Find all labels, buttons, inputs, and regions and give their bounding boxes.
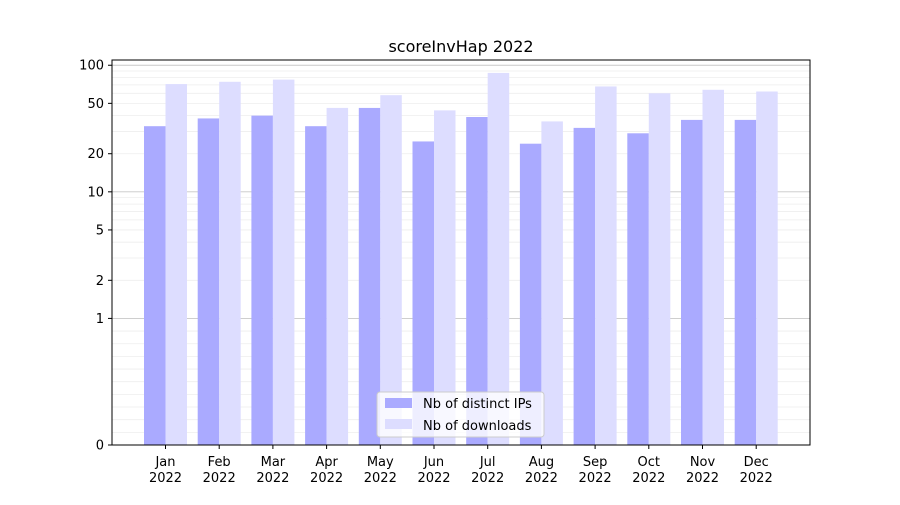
bar-downloads — [272, 79, 295, 446]
bar-downloads — [595, 86, 617, 445]
x-tick-label: 2022 — [525, 471, 558, 486]
bar-downloads — [326, 107, 349, 446]
legend-swatch-distinct-ips — [385, 398, 412, 408]
x-tick-label: Mar — [261, 455, 286, 470]
x-tick-label: 2022 — [149, 471, 182, 486]
x-tick-label: 2022 — [632, 471, 665, 486]
legend-label-downloads: Nb of downloads — [423, 419, 532, 434]
bar-distinct-ips — [412, 141, 434, 445]
bar-distinct-ips — [144, 126, 166, 446]
y-tick-label: 5 — [96, 223, 104, 238]
x-tick-label: 2022 — [686, 471, 719, 486]
bar-downloads — [380, 95, 402, 445]
x-tick-label: Nov — [690, 455, 716, 470]
y-tick-label: 2 — [96, 274, 104, 289]
x-axis-ticks: Jan2022Feb2022Mar2022Apr2022May2022Jun20… — [149, 445, 773, 486]
bar-downloads — [165, 84, 187, 446]
bar-downloads — [487, 72, 510, 446]
bar-distinct-ips — [197, 118, 220, 445]
bar-downloads — [648, 93, 671, 445]
bar-distinct-ips — [627, 133, 649, 445]
bar-downloads — [434, 110, 456, 445]
bars — [144, 72, 778, 446]
bar-downloads — [756, 91, 778, 445]
y-tick-label: 1 — [96, 312, 104, 327]
x-tick-label: May — [367, 455, 394, 470]
bar-distinct-ips — [251, 115, 273, 445]
x-tick-label: 2022 — [256, 471, 289, 486]
bar-distinct-ips — [681, 119, 703, 445]
bar-distinct-ips — [305, 126, 327, 446]
y-axis-ticks: 0 1 2 5 10 20 50 100 — [79, 59, 112, 454]
x-tick-label: 2022 — [310, 471, 343, 486]
x-tick-label: Apr — [315, 455, 338, 470]
legend-frame — [376, 391, 545, 438]
chart-title: scoreInvHap 2022 — [388, 37, 533, 56]
x-tick-label: Sep — [583, 455, 608, 470]
legend-label-distinct-ips: Nb of distinct IPs — [423, 397, 532, 412]
x-tick-label: 2022 — [579, 471, 612, 486]
x-tick-label: Jan — [154, 455, 175, 470]
legend-swatch-downloads — [385, 419, 412, 429]
legend: Nb of distinct IPs Nb of downloads — [376, 391, 545, 438]
x-tick-label: Aug — [529, 455, 554, 470]
y-tick-label: 10 — [87, 185, 104, 200]
x-tick-label: Feb — [208, 455, 231, 470]
bar-distinct-ips — [573, 127, 596, 445]
x-tick-label: Oct — [638, 455, 660, 470]
bar-downloads — [219, 81, 241, 445]
y-tick-label: 0 — [96, 439, 104, 454]
x-tick-label: Dec — [744, 455, 769, 470]
x-tick-label: 2022 — [471, 471, 504, 486]
x-tick-label: Jun — [423, 455, 444, 470]
bar-distinct-ips — [734, 119, 757, 445]
x-tick-label: 2022 — [203, 471, 236, 486]
plot-frame — [111, 59, 811, 446]
x-tick-label: 2022 — [740, 471, 773, 486]
bar-downloads — [702, 89, 724, 445]
x-tick-label: 2022 — [364, 471, 397, 486]
bar-distinct-ips — [466, 117, 488, 446]
bar-distinct-ips — [358, 107, 381, 446]
y-tick-label: 100 — [79, 59, 104, 74]
bar-downloads — [541, 121, 563, 445]
y-tick-label: 50 — [87, 97, 104, 112]
x-tick-label: Jul — [479, 455, 496, 470]
x-tick-label: 2022 — [417, 471, 450, 486]
y-tick-label: 20 — [87, 147, 104, 162]
bar-distinct-ips — [519, 143, 542, 445]
